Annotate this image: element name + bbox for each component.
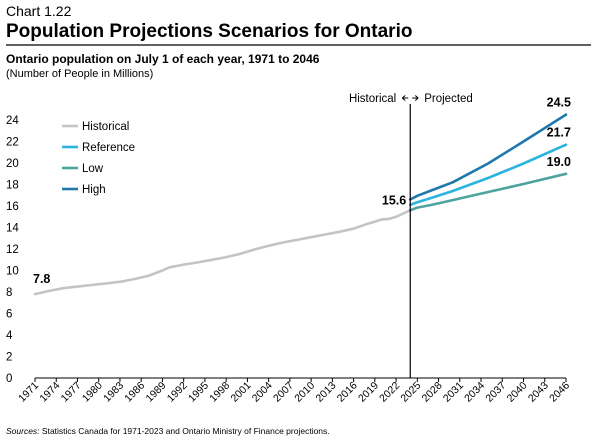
x-tick-label: 2022 (377, 380, 402, 405)
series-line-high (408, 113, 568, 201)
y-tick-label: 8 (6, 287, 12, 299)
series-line-reference (408, 143, 568, 207)
data-label-reference-2046: 21.7 (547, 126, 571, 140)
y-tick-label: 12 (6, 244, 19, 256)
y-tick-label: 24 (6, 115, 19, 127)
x-tick-label: 1995 (186, 380, 211, 405)
x-tick-label: 2019 (356, 380, 381, 405)
x-tick-label: 2043 (526, 380, 551, 405)
x-tick-label: 2010 (292, 380, 317, 405)
x-tick-label: 1989 (144, 380, 169, 405)
data-label-low-2046: 19.0 (547, 155, 571, 169)
legend-label-low: Low (82, 163, 104, 175)
x-tick-label: 2034 (462, 380, 487, 405)
x-tick-label: 2016 (335, 380, 360, 405)
y-tick-label: 18 (6, 180, 19, 192)
sources-label: Sources: (6, 426, 40, 436)
series-line-historical (33, 209, 412, 296)
y-tick-label: 20 (6, 158, 19, 170)
projected-label: Projected (424, 93, 473, 105)
unit-note: (Number of People in Millions) (6, 68, 153, 80)
sources-text: Statistics Canada for 1971-2023 and Onta… (40, 426, 330, 436)
y-tick-label: 0 (6, 373, 12, 385)
x-tick-label: 2031 (441, 380, 466, 405)
x-tick-label: 1983 (101, 380, 126, 405)
x-tick-label: 2007 (271, 380, 296, 405)
y-tick-label: 6 (6, 309, 12, 321)
y-tick-label: 14 (6, 223, 19, 235)
historical-label: Historical (349, 93, 396, 105)
y-tick-label: 10 (6, 266, 19, 278)
data-label-high-2046: 24.5 (547, 96, 571, 110)
historical-arrow (401, 95, 409, 101)
y-tick-label: 22 (6, 137, 19, 149)
x-tick-label: 1998 (207, 380, 232, 405)
divider-arrows (401, 95, 419, 101)
series-layer (33, 113, 568, 296)
legend-label-high: High (82, 184, 106, 196)
data-label-1971: 7.8 (33, 272, 50, 286)
chart-number: Chart 1.22 (6, 3, 72, 19)
sources-note: Sources: Statistics Canada for 1971-2023… (6, 426, 330, 436)
x-tick-label: 1974 (37, 380, 62, 405)
y-tick-label: 16 (6, 201, 19, 213)
y-tick-label: 4 (6, 330, 13, 342)
legend-label-reference: Reference (82, 142, 135, 154)
projected-arrow (412, 95, 419, 101)
series-line-low (408, 172, 568, 212)
x-tick-label: 1971 (16, 380, 41, 405)
x-tick-label: 2037 (483, 380, 508, 405)
x-tick-label: 1977 (59, 380, 84, 405)
x-tick-label: 2040 (505, 380, 530, 405)
y-tick-label: 2 (6, 352, 12, 364)
legend-label-historical: Historical (82, 121, 129, 133)
x-tick-label: 1992 (165, 380, 190, 405)
x-axis: 1971197419771980198319861989199219951998… (16, 377, 572, 405)
x-tick-label: 2046 (547, 380, 572, 405)
chart-title: Population Projections Scenarios for Ont… (6, 21, 412, 42)
x-tick-label: 2001 (229, 380, 254, 405)
legend: Historical Reference Low High (62, 121, 135, 196)
data-label-2024: 15.6 (382, 193, 406, 207)
x-tick-label: 2013 (313, 380, 338, 405)
x-tick-label: 1986 (122, 380, 147, 405)
x-tick-label: 2004 (250, 380, 275, 405)
x-tick-label: 2028 (420, 380, 445, 405)
chart-subtitle: Ontario population on July 1 of each yea… (6, 52, 320, 66)
x-tick-label: 2025 (398, 380, 423, 405)
x-tick-label: 1980 (80, 380, 105, 405)
